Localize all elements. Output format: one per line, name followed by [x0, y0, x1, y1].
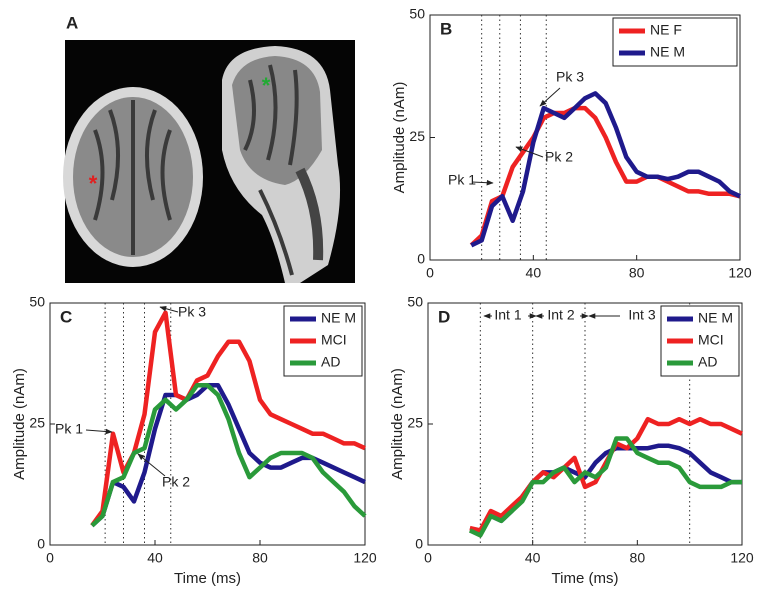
legend-label: AD — [698, 354, 717, 370]
legend-label: AD — [321, 354, 340, 370]
data-line — [469, 105, 741, 247]
data-line — [90, 310, 366, 527]
data-line — [90, 383, 366, 528]
panel-label: D — [438, 307, 450, 326]
panel-label: A — [66, 13, 78, 32]
annotation: Int 3 — [628, 307, 655, 323]
annotation: Int 1 — [494, 307, 521, 323]
y-tick-label: 25 — [409, 128, 425, 144]
legend-label: NE M — [650, 44, 685, 60]
legend-label: NE M — [321, 310, 356, 326]
x-axis-label: Time (ms) — [552, 570, 619, 587]
chart-panel: D 0 40 80 120 0 25 50 Time (ms) Amplitude (nAm) NE… — [389, 294, 754, 587]
data-line — [90, 383, 367, 528]
annotation: Pk 3 — [556, 69, 584, 85]
data-line — [470, 91, 741, 248]
x-tick-label: 80 — [252, 550, 268, 566]
y-tick-label: 25 — [407, 415, 423, 431]
legend-label: NE F — [650, 22, 682, 38]
annotation-arrow — [515, 146, 544, 158]
legend — [612, 17, 738, 67]
x-tick-label: 40 — [147, 550, 163, 566]
chart-panel: C 0 40 80 120 0 25 50 Time (ms) Amplitude (nAm) NE… — [11, 294, 377, 587]
annotation-arrow — [471, 179, 494, 186]
y-tick-label: 50 — [407, 294, 423, 310]
brain-image: * * — [63, 40, 355, 283]
x-tick-label: 80 — [629, 265, 645, 281]
annotation: Pk 1 — [55, 421, 83, 437]
y-axis-label: Amplitude (nAm) — [11, 368, 28, 480]
x-tick-label: 40 — [525, 550, 541, 566]
y-tick-label: 25 — [29, 415, 45, 431]
panel-label: B — [440, 19, 452, 38]
x-axis-label: Time (ms) — [174, 570, 241, 587]
legend-label: NE M — [698, 310, 733, 326]
annotation-arrow — [539, 87, 561, 107]
y-tick-label: 50 — [29, 294, 45, 310]
data-line — [468, 436, 742, 538]
annotation: Pk 3 — [178, 304, 206, 320]
x-tick-label: 120 — [728, 265, 752, 281]
x-tick-label: 120 — [353, 550, 377, 566]
annotation: Pk 2 — [162, 474, 190, 490]
y-tick-label: 0 — [417, 251, 425, 267]
x-tick-label: 0 — [46, 550, 54, 566]
x-tick-label: 0 — [426, 265, 434, 281]
chart-panel: B 0 40 80 120 0 25 50 Amplitude (nAm) NE F NE M Pk … — [391, 6, 752, 281]
y-tick-label: 0 — [37, 536, 45, 552]
x-tick-label: 0 — [424, 550, 432, 566]
x-tick-label: 80 — [630, 550, 646, 566]
legend-label: MCI — [698, 332, 724, 348]
annotation-arrow — [159, 305, 179, 313]
x-tick-label: 120 — [730, 550, 754, 566]
svg-text:*: * — [89, 171, 98, 196]
y-tick-label: 0 — [415, 536, 423, 552]
y-axis-label: Amplitude (nAm) — [391, 82, 408, 194]
y-tick-label: 50 — [409, 6, 425, 22]
annotation-arrow — [137, 453, 166, 477]
annotation: Pk 1 — [448, 172, 476, 188]
panel-label: C — [60, 307, 72, 326]
annotation: Pk 2 — [545, 149, 573, 165]
annotation: Int 2 — [547, 307, 574, 323]
svg-text:*: * — [262, 73, 271, 98]
annotation-arrow — [85, 428, 113, 435]
x-tick-label: 40 — [526, 265, 542, 281]
legend-label: MCI — [321, 332, 347, 348]
y-axis-label: Amplitude (nAm) — [389, 368, 406, 480]
